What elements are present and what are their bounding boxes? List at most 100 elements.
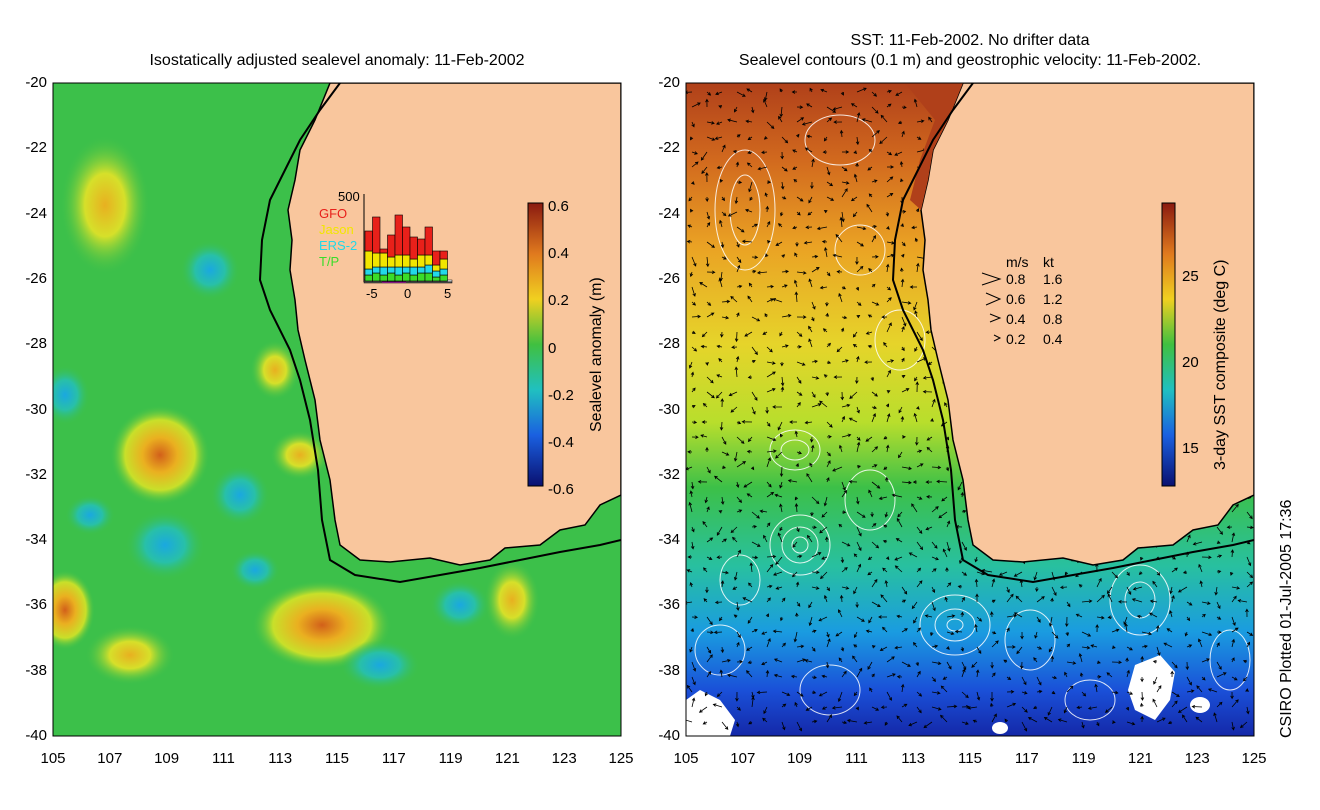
velocity-arrow (1106, 672, 1113, 678)
velocity-arrow (1148, 612, 1158, 618)
velocity-arrow (1201, 555, 1212, 560)
inset-bar-segment (402, 272, 411, 282)
velocity-arrow (1111, 628, 1120, 633)
velocity-arrow (1230, 691, 1234, 700)
velocity-arrow (1231, 657, 1235, 663)
inset-legend-ers-2: ERS-2 (319, 238, 358, 253)
velocity-arrow (961, 705, 970, 709)
velocity-arrow (886, 656, 895, 663)
velocity-arrow (706, 646, 712, 654)
velocity-arrow (841, 510, 847, 514)
velocity-arrow (931, 568, 937, 573)
velocity-arrow (894, 151, 903, 156)
velocity-arrow (819, 400, 828, 408)
velocity-arrow (878, 615, 887, 619)
velocity-arrow (691, 405, 696, 409)
velocity-arrow (720, 241, 725, 249)
velocity-arrow (936, 479, 948, 484)
velocity-arrow (976, 616, 983, 622)
velocity-arrow (931, 691, 941, 695)
velocity-arrow (721, 436, 727, 445)
right_panel-x-tick: 119 (1071, 750, 1096, 767)
velocity-arrow (832, 466, 843, 472)
velocity-arrow (1006, 702, 1017, 708)
velocity-arrow (811, 158, 815, 168)
velocity-arrow (901, 346, 905, 352)
inset-bar-segment (364, 268, 373, 276)
velocity-arrow (1182, 714, 1188, 723)
velocity-arrow (961, 509, 967, 514)
velocity-arrow (946, 582, 952, 588)
velocity-arrow (716, 526, 723, 536)
velocity-arrow (794, 503, 799, 513)
velocity-arrow (1096, 577, 1102, 588)
velocity-arrow (1231, 586, 1241, 590)
velocity-arrow (913, 616, 918, 624)
velocity-arrow (698, 706, 708, 713)
velocity-arrow (856, 314, 861, 319)
velocity-arrow (826, 714, 832, 723)
velocity-arrow (781, 284, 788, 288)
velocity-arrow (687, 450, 693, 454)
velocity-arrow (852, 344, 858, 348)
velocity-arrow (807, 534, 813, 543)
velocity-arrow (721, 538, 727, 543)
velocity-arrow (900, 683, 905, 693)
velocity-arrow (736, 256, 742, 264)
velocity-arrow (925, 526, 933, 531)
velocity-arrow (706, 670, 712, 678)
velocity-arrow (998, 571, 1008, 576)
velocity-arrow (855, 162, 859, 168)
velocity-arrow (1016, 646, 1023, 655)
velocity-arrow (865, 331, 873, 335)
velocity-arrow (716, 121, 723, 125)
velocity-arrow (816, 226, 828, 231)
right_panel-y-tick: -24 (658, 204, 680, 222)
velocity-arrow (766, 361, 776, 365)
velocity-arrow (1057, 718, 1068, 723)
velocity-arrow (718, 105, 723, 109)
velocity-arrow (960, 491, 965, 498)
velocity-arrow (735, 161, 740, 168)
velocity-arrow (883, 524, 888, 528)
velocity-arrow (1021, 676, 1027, 686)
velocity-arrow (1096, 660, 1101, 664)
velocity-arrow (916, 706, 922, 714)
velocity-arrow (871, 130, 880, 138)
velocity-arrow (811, 301, 816, 310)
inset-bar-segment (439, 274, 448, 282)
velocity-arrow (914, 237, 919, 243)
velocity-arrow (856, 616, 865, 622)
velocity-arrow (1195, 716, 1203, 723)
velocity-arrow (1138, 571, 1143, 575)
velocity-arrow (777, 532, 783, 543)
velocity-arrow (1141, 631, 1153, 636)
velocity-arrow (911, 503, 918, 513)
velocity-arrow (1246, 571, 1254, 579)
velocity-arrow (730, 526, 738, 534)
velocity-arrow (1231, 638, 1235, 648)
velocity-arrow (796, 196, 804, 202)
velocity-arrow (808, 325, 813, 333)
velocity-arrow (880, 594, 888, 603)
left_panel-y-tick: -28 (25, 335, 47, 353)
velocity-arrow (689, 646, 693, 653)
velocity-arrow (772, 405, 783, 409)
velocity-arrow (1033, 657, 1038, 663)
velocity-arrow (766, 481, 772, 488)
velocity-arrow (774, 493, 783, 498)
velocity-arrow (1186, 644, 1193, 648)
velocity-arrow (900, 267, 904, 273)
velocity-arrow (1230, 571, 1234, 576)
velocity-arrow (871, 578, 878, 588)
inset-bar-segment (387, 272, 396, 282)
velocity-arrow (705, 361, 709, 366)
velocity-arrow (926, 495, 933, 499)
velocity-arrow (796, 211, 801, 216)
velocity-arrow (826, 435, 832, 439)
velocity-arrow (1226, 525, 1233, 529)
left_panel-y-tick: -34 (25, 531, 47, 549)
velocity-arrow (751, 511, 760, 519)
velocity-arrow (938, 511, 948, 519)
velocity-arrow (1177, 586, 1188, 593)
